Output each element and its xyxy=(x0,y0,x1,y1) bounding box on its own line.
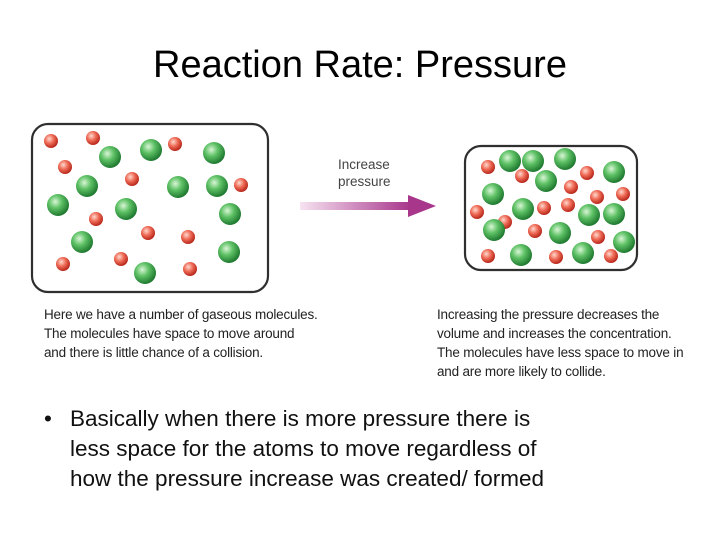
compressed-container-molecules xyxy=(470,148,635,266)
large-molecule xyxy=(535,170,557,192)
small-molecule xyxy=(56,257,70,271)
small-molecule xyxy=(141,226,155,240)
large-molecule xyxy=(99,146,121,168)
small-molecule xyxy=(44,134,58,148)
large-molecule xyxy=(603,161,625,183)
small-molecule xyxy=(616,187,630,201)
large-molecule xyxy=(578,204,600,226)
left-caption: Here we have a number of gaseous molecul… xyxy=(44,305,318,362)
large-molecule xyxy=(483,219,505,241)
caption-line: and are more likely to collide. xyxy=(437,364,606,379)
slide-title: Reaction Rate: Pressure xyxy=(153,44,567,86)
increase-pressure-arrow xyxy=(300,195,436,217)
caption-line: and there is little chance of a collisio… xyxy=(44,345,263,360)
small-molecule xyxy=(58,160,72,174)
large-molecule xyxy=(206,175,228,197)
small-molecule xyxy=(591,230,605,244)
large-molecule xyxy=(499,150,521,172)
bullet-dot-icon: • xyxy=(44,406,52,431)
large-container-molecules xyxy=(44,131,248,284)
small-molecule xyxy=(580,166,594,180)
small-molecule xyxy=(168,137,182,151)
large-molecule xyxy=(71,231,93,253)
small-molecule xyxy=(125,172,139,186)
large-molecule xyxy=(482,183,504,205)
small-molecule xyxy=(604,249,618,263)
large-molecule xyxy=(572,242,594,264)
arrow-label: Increase pressure xyxy=(338,156,391,190)
small-molecule xyxy=(528,224,542,238)
large-molecule xyxy=(613,231,635,253)
caption-line: The molecules have space to move around xyxy=(44,326,295,341)
large-molecule xyxy=(554,148,576,170)
large-molecule xyxy=(549,222,571,244)
large-molecule xyxy=(218,241,240,263)
small-molecule xyxy=(537,201,551,215)
large-molecule xyxy=(167,176,189,198)
small-molecule xyxy=(590,190,604,204)
large-molecule xyxy=(76,175,98,197)
caption-line: Here we have a number of gaseous molecul… xyxy=(44,307,318,322)
arrow-label-line: Increase xyxy=(338,157,390,172)
large-molecule xyxy=(219,203,241,225)
small-molecule xyxy=(481,249,495,263)
small-molecule xyxy=(234,178,248,192)
bullet-line: less space for the atoms to move regardl… xyxy=(70,436,537,461)
large-molecule xyxy=(134,262,156,284)
small-molecule xyxy=(515,169,529,183)
small-molecule xyxy=(561,198,575,212)
caption-line: Increasing the pressure decreases the xyxy=(437,307,660,322)
large-molecule xyxy=(47,194,69,216)
large-molecule xyxy=(140,139,162,161)
bullet-line: Basically when there is more pressure th… xyxy=(70,406,531,431)
small-molecule xyxy=(86,131,100,145)
small-molecule xyxy=(470,205,484,219)
large-molecule xyxy=(510,244,532,266)
large-molecule xyxy=(603,203,625,225)
bullet-item: • Basically when there is more pressure … xyxy=(44,404,684,494)
large-molecule xyxy=(512,198,534,220)
large-molecule xyxy=(203,142,225,164)
small-molecule xyxy=(481,160,495,174)
small-molecule xyxy=(114,252,128,266)
small-molecule xyxy=(549,250,563,264)
small-molecule xyxy=(89,212,103,226)
small-molecule xyxy=(181,230,195,244)
bullet-line: how the pressure increase was created/ f… xyxy=(70,466,544,491)
right-caption: Increasing the pressure decreases the vo… xyxy=(437,305,684,381)
bullet-text: Basically when there is more pressure th… xyxy=(70,404,684,494)
large-molecule xyxy=(115,198,137,220)
caption-line: The molecules have less space to move in xyxy=(437,345,684,360)
small-molecule xyxy=(564,180,578,194)
arrow-label-line: pressure xyxy=(338,174,391,189)
caption-line: volume and increases the concentration. xyxy=(437,326,672,341)
small-molecule xyxy=(183,262,197,276)
large-molecule xyxy=(522,150,544,172)
large-container xyxy=(30,122,270,294)
